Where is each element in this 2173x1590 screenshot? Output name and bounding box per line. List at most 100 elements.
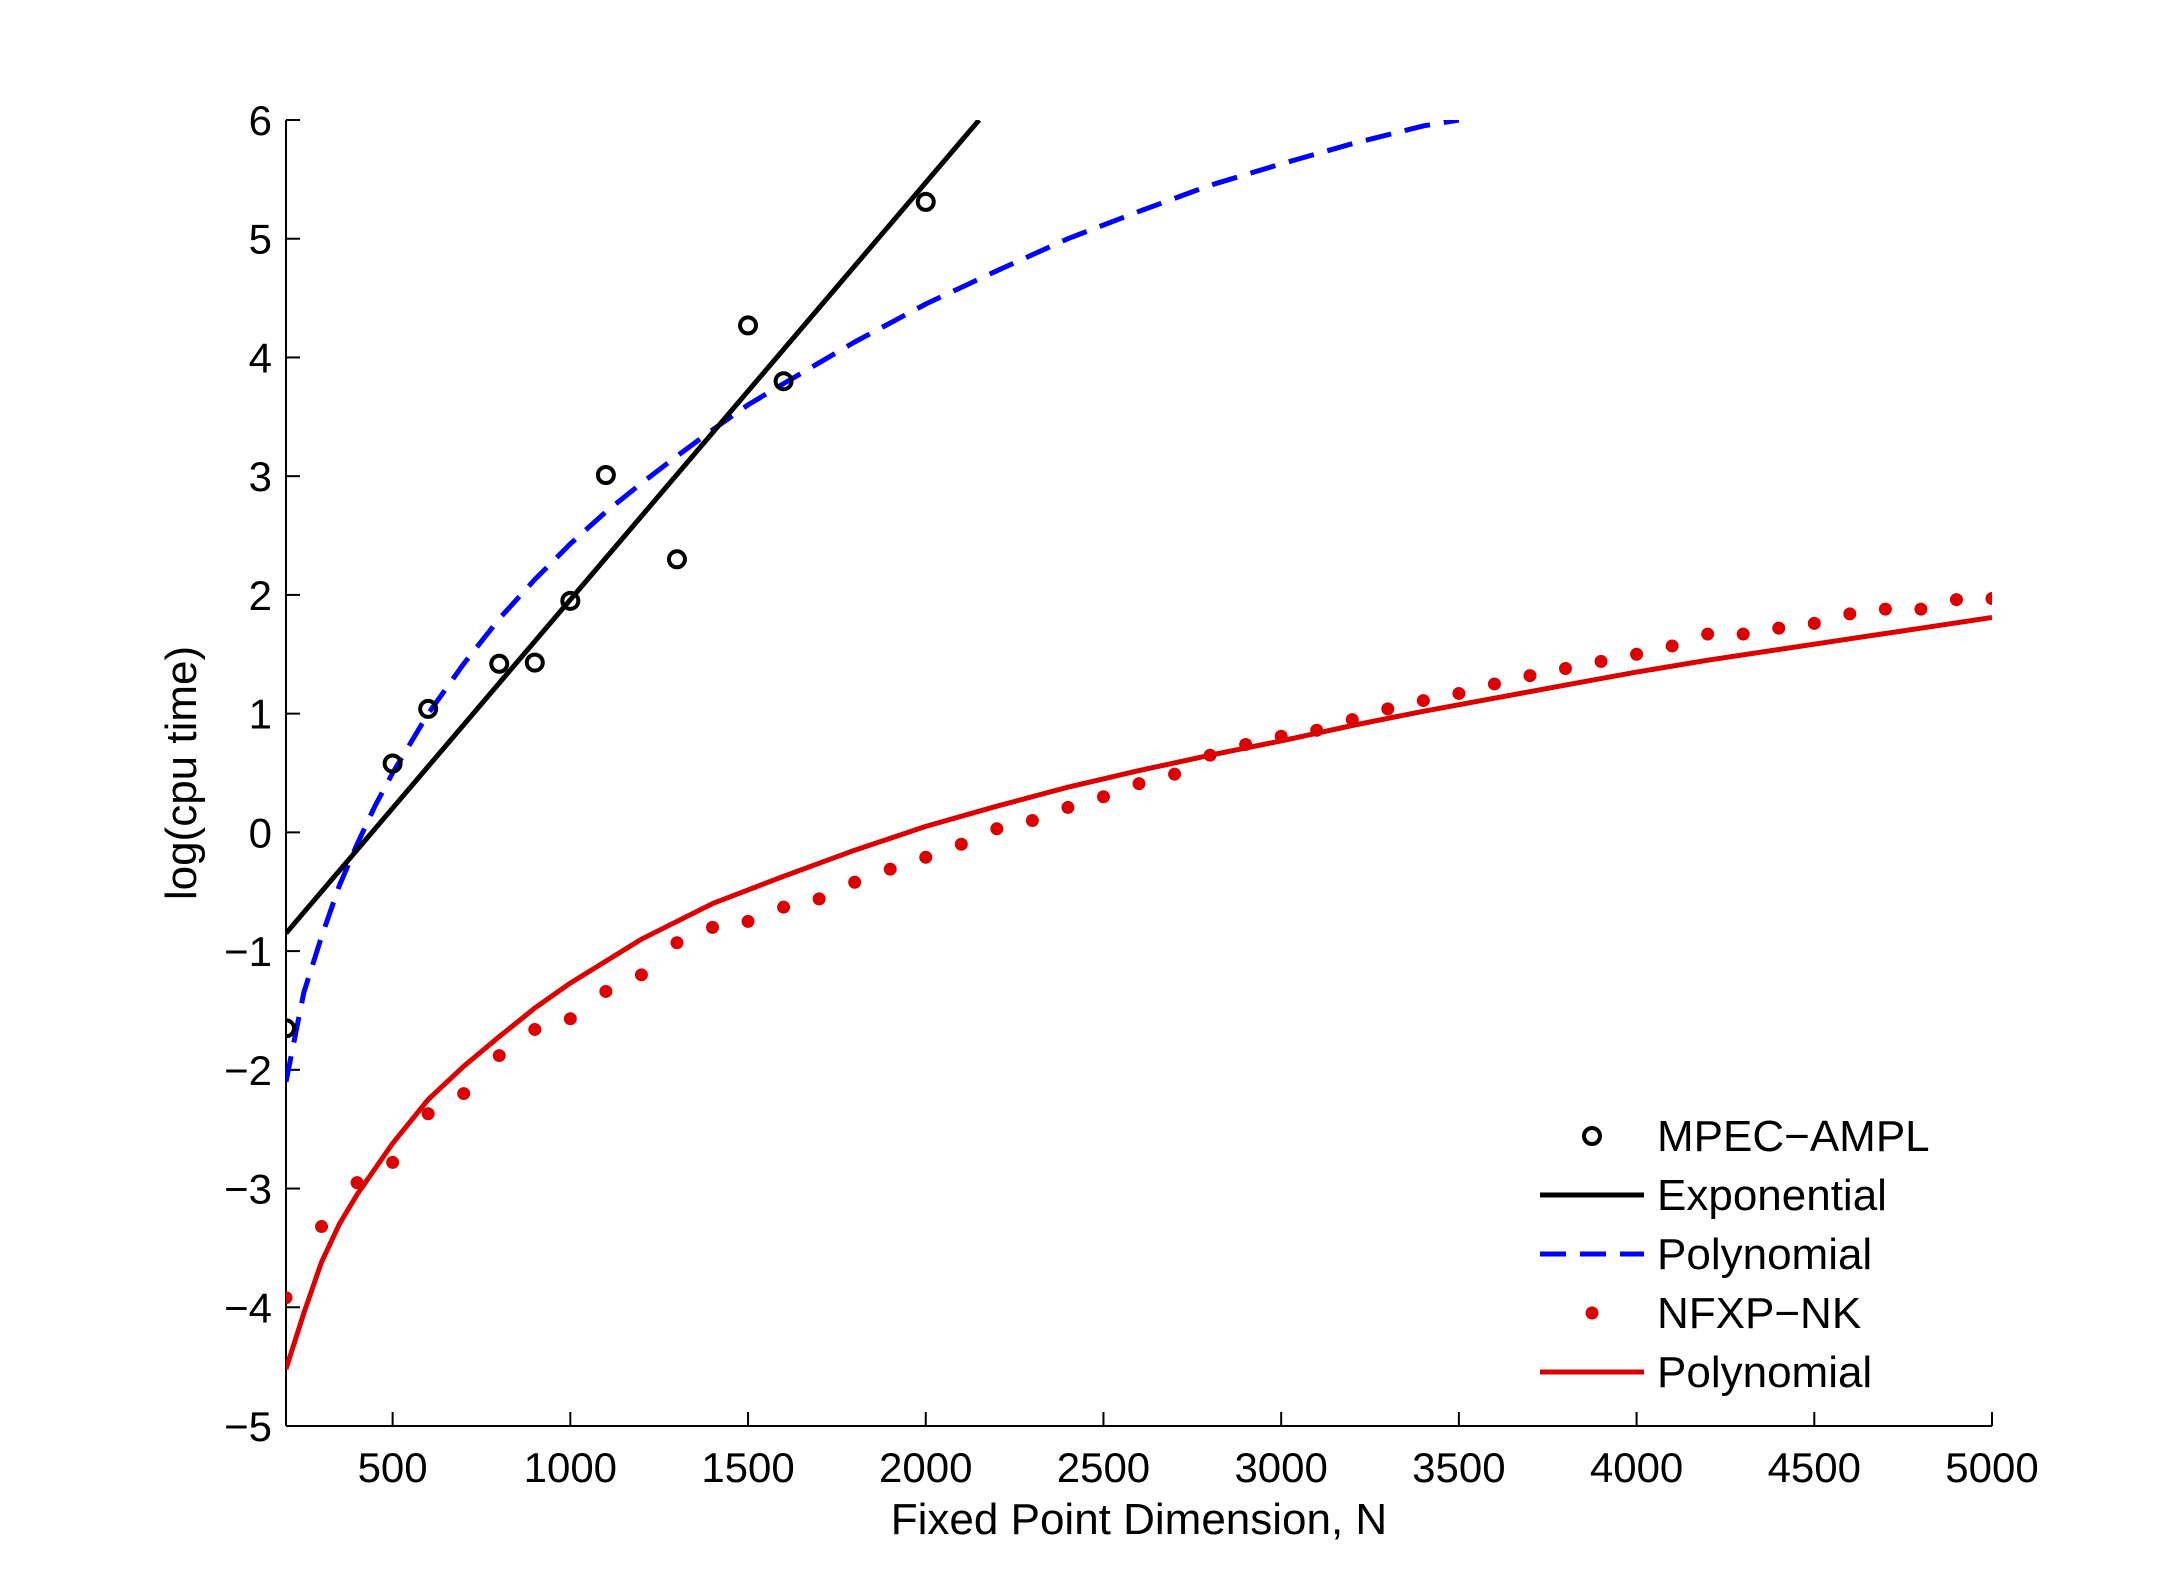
y-tick-label: 0 — [249, 809, 272, 856]
legend-swatch — [1582, 1126, 1602, 1146]
data-point — [1061, 800, 1075, 814]
legend-item-exponential: Exponential — [1540, 1171, 1887, 1220]
data-point — [560, 590, 581, 611]
data-point — [1949, 593, 1963, 607]
data-point — [1843, 607, 1857, 621]
data-point — [1878, 602, 1892, 616]
y-tick-label: 6 — [249, 97, 272, 144]
data-point — [1096, 790, 1110, 804]
data-point — [1665, 639, 1679, 653]
legend-label: Polynomial — [1657, 1348, 1872, 1397]
data-point — [773, 371, 794, 392]
data-point — [883, 862, 897, 876]
y-tick-label: −5 — [224, 1403, 272, 1450]
data-point — [528, 1022, 542, 1036]
data-point — [1381, 702, 1395, 716]
data-point — [1345, 713, 1359, 727]
x-tick-label: 2000 — [879, 1444, 972, 1491]
series-polynomial-4 — [286, 615, 1992, 1370]
legend-item-polynomial: Polynomial — [1540, 1230, 1872, 1279]
data-point — [1203, 748, 1217, 762]
data-point — [1452, 686, 1466, 700]
data-point — [1274, 729, 1288, 743]
series-polynomial-2 — [286, 120, 1460, 1083]
data-point — [812, 892, 826, 906]
y-tick-label: −4 — [224, 1284, 272, 1331]
data-point — [706, 920, 719, 934]
series-exponential-1 — [286, 120, 982, 935]
legend-label: Polynomial — [1657, 1230, 1872, 1279]
data-point — [1132, 777, 1146, 791]
x-tick-label: 1000 — [524, 1444, 617, 1491]
data-point — [1807, 616, 1821, 630]
legend-label: Exponential — [1657, 1171, 1887, 1220]
data-point — [595, 464, 616, 485]
legend-swatch — [1585, 1306, 1599, 1320]
y-axis: −5 −4 −3 −2 −1 0 1 2 3 4 5 6 — [224, 97, 300, 1450]
data-point — [1025, 813, 1039, 827]
data-point — [741, 914, 755, 928]
x-axis-title: Fixed Point Dimension, N — [891, 1495, 1387, 1544]
data-point — [286, 1291, 293, 1305]
data-point — [1310, 723, 1324, 737]
data-point — [990, 822, 1004, 836]
data-point — [1168, 767, 1182, 781]
data-point — [634, 968, 648, 982]
series-line — [286, 120, 1460, 1083]
data-point — [777, 900, 791, 914]
data-point — [738, 315, 759, 336]
legend-item-mpec-ampl: MPEC−AMPL — [1582, 1112, 1930, 1161]
y-tick-label: 5 — [249, 216, 272, 263]
data-point — [563, 1012, 577, 1026]
series-nfxp-nk-3 — [286, 591, 1992, 1305]
data-point — [666, 549, 687, 570]
legend-item-nfxp-nk: NFXP−NK — [1585, 1289, 1861, 1338]
data-point — [1914, 602, 1928, 616]
data-point — [489, 653, 510, 674]
y-tick-label: −1 — [224, 928, 272, 975]
x-axis: 500 1000 1500 2000 2500 3000 3500 4000 4500 5000 — [358, 1412, 2039, 1491]
data-point — [382, 753, 403, 774]
data-point — [1772, 621, 1786, 635]
y-tick-label: 2 — [249, 572, 272, 619]
y-tick-label: −2 — [224, 1047, 272, 1094]
x-tick-label: 4500 — [1768, 1444, 1861, 1491]
data-point — [1985, 591, 1992, 605]
legend-item-polynomial: Polynomial — [1540, 1348, 1872, 1397]
data-point — [954, 837, 968, 851]
data-point — [1736, 627, 1750, 641]
y-axis-title: log(cpu time) — [157, 646, 206, 900]
data-point — [418, 698, 439, 719]
data-point — [1416, 694, 1430, 708]
y-tick-label: −3 — [224, 1166, 272, 1213]
legend: MPEC−AMPL Exponential Polynomial NFXP−NK Pol… — [1540, 1112, 1930, 1397]
data-point — [915, 191, 936, 212]
x-tick-label: 3500 — [1412, 1444, 1505, 1491]
data-point — [1487, 677, 1501, 691]
data-point — [848, 875, 862, 889]
data-point — [315, 1220, 329, 1234]
y-tick-label: 1 — [249, 691, 272, 738]
x-tick-label: 5000 — [1945, 1444, 2038, 1491]
data-point — [1701, 627, 1715, 641]
data-point — [350, 1176, 364, 1190]
x-tick-label: 500 — [358, 1444, 428, 1491]
data-point — [386, 1155, 400, 1169]
x-tick-label: 3000 — [1234, 1444, 1327, 1491]
y-tick-label: 4 — [249, 334, 272, 381]
data-point — [599, 984, 613, 998]
data-point — [1559, 662, 1572, 676]
series-line — [286, 120, 982, 935]
data-point — [670, 936, 684, 950]
series-line — [286, 615, 1992, 1370]
series-mpec-ampl-0 — [286, 191, 936, 1039]
plot-area — [286, 120, 1992, 1370]
data-point — [1594, 654, 1608, 668]
data-point — [286, 1018, 296, 1039]
x-tick-label: 4000 — [1590, 1444, 1683, 1491]
data-point — [524, 652, 545, 673]
legend-label: MPEC−AMPL — [1657, 1112, 1930, 1161]
data-point — [421, 1107, 435, 1121]
legend-label: NFXP−NK — [1657, 1289, 1861, 1338]
